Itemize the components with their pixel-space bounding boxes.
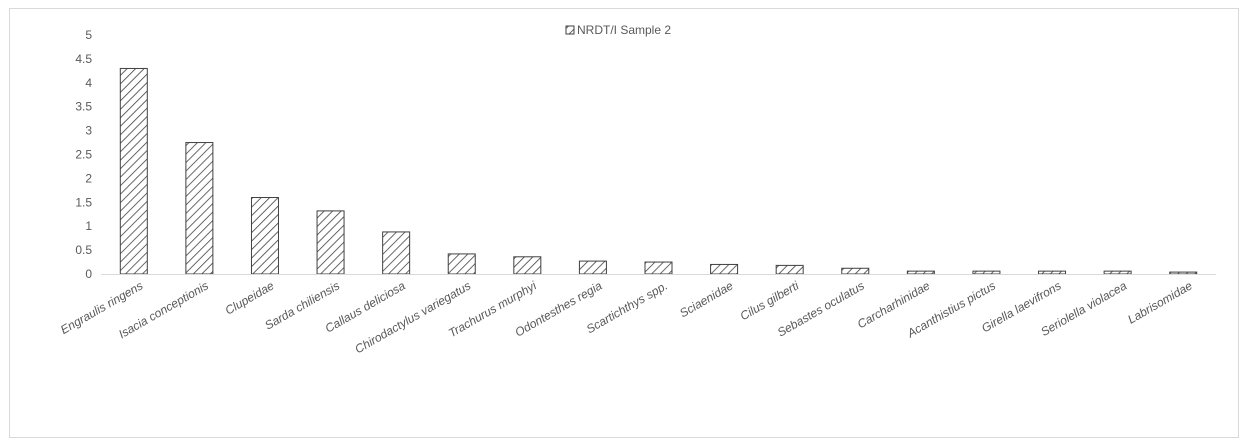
y-tick-label: 2	[85, 171, 92, 185]
bar	[382, 231, 411, 275]
bar	[119, 67, 148, 275]
y-tick-label: 4.5	[75, 52, 92, 66]
y-tick-label: 2.5	[75, 148, 92, 162]
y-tick-label: 1.5	[75, 195, 92, 209]
x-tick-label: Labrisomidae	[1125, 278, 1195, 326]
y-tick-label: 1	[85, 219, 92, 233]
bar	[1169, 271, 1198, 275]
y-tick-label: 0	[85, 267, 92, 281]
x-tick-label: Sciaenidae	[677, 278, 736, 320]
bar	[841, 267, 870, 275]
bar	[316, 210, 345, 275]
x-tick-label: Chirodactylus variegatus	[352, 278, 473, 356]
legend: NRDT/I Sample 2	[565, 23, 671, 37]
legend-swatch	[565, 25, 575, 35]
y-axis: 0 0.5 1 1.5 2 2.5 3 3.5 4 4.5 5	[75, 28, 92, 281]
bar	[775, 264, 804, 275]
bar	[972, 270, 1001, 275]
legend-label: NRDT/I Sample 2	[577, 23, 671, 37]
chart-frame	[9, 8, 1239, 438]
bar	[906, 270, 935, 275]
x-tick-label: Clupeidae	[223, 278, 277, 317]
bar	[1103, 270, 1132, 275]
bar	[578, 260, 607, 275]
y-tick-label: 5	[85, 28, 92, 42]
bar	[513, 256, 542, 275]
bar	[710, 263, 739, 275]
y-tick-label: 3	[85, 124, 92, 138]
bar	[644, 261, 673, 275]
y-tick-label: 3.5	[75, 100, 92, 114]
y-tick-label: 0.5	[75, 243, 92, 257]
bar	[447, 253, 476, 275]
y-tick-label: 4	[85, 76, 92, 90]
bar	[250, 197, 279, 275]
bar	[1038, 270, 1067, 275]
bars	[119, 67, 1198, 275]
bar	[185, 142, 214, 275]
